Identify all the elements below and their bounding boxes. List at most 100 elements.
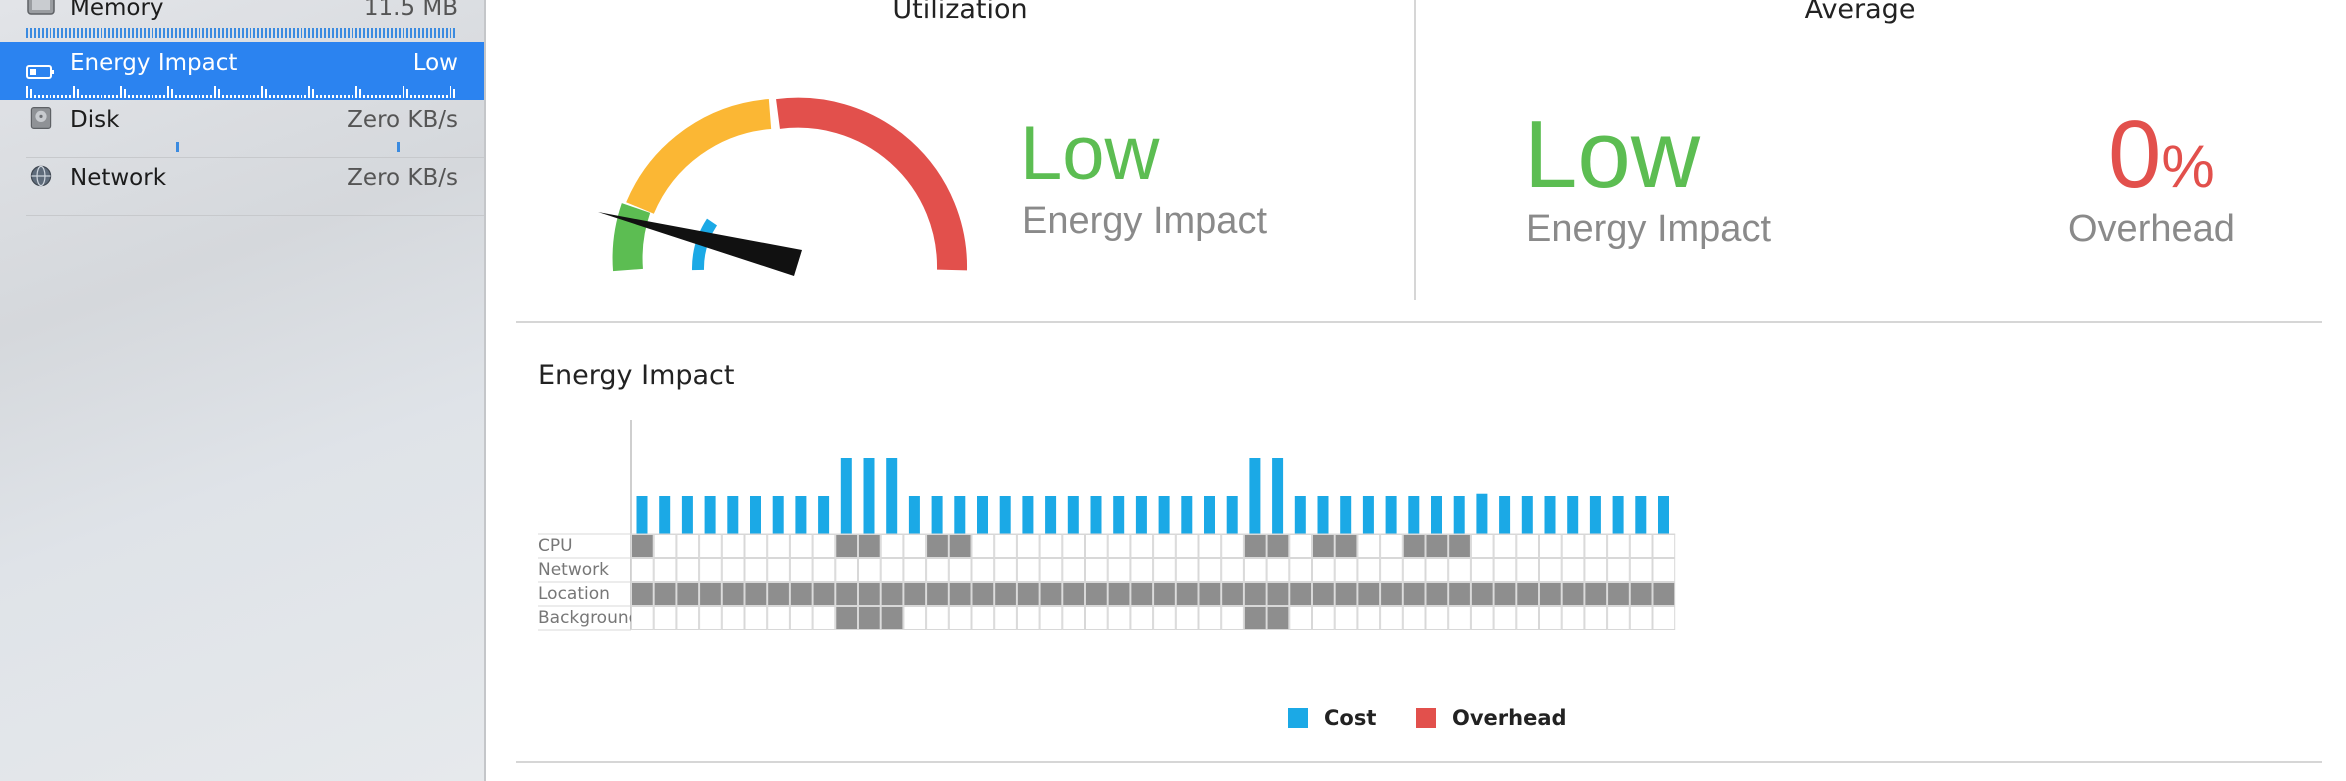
legend-item-overhead: Overhead — [1416, 706, 1567, 730]
sparkline-bar — [429, 28, 432, 38]
activity-cell — [1539, 534, 1562, 558]
energy-impact-chart: CPU Network Location Background — [538, 420, 1676, 631]
sparkline-bar — [320, 28, 323, 38]
sparkline-bar — [414, 95, 417, 98]
row-label-network: Network — [538, 560, 609, 580]
activity-cell — [1334, 582, 1358, 606]
sparkline-bar — [304, 95, 307, 98]
sparkline-bar — [441, 95, 444, 98]
sparkline-bar — [41, 28, 44, 38]
sparkline-bar — [198, 28, 201, 38]
cost-bar — [1408, 496, 1420, 534]
sparkline-bar — [171, 28, 174, 38]
activity-cell — [1380, 606, 1403, 630]
activity-cell — [1607, 606, 1630, 630]
sidebar-item-label: Energy Impact — [70, 50, 238, 76]
sparkline-bar — [327, 95, 330, 98]
sidebar-item-disk[interactable]: Disk Zero KB/s — [0, 100, 484, 158]
sparkline-bar — [410, 95, 413, 98]
sparkline-bar — [120, 86, 123, 98]
activity-cell — [1652, 558, 1676, 582]
sparkline-bar — [131, 28, 134, 38]
sparkline-bar — [73, 28, 75, 38]
cost-bar — [908, 496, 920, 534]
sparkline-bar — [445, 95, 448, 98]
sparkline-bar — [375, 28, 377, 38]
sparkline-bar — [143, 95, 146, 98]
sparkline-bar — [308, 86, 311, 98]
cost-bar — [1589, 496, 1601, 534]
activity-cell — [1357, 606, 1381, 630]
sparkline-bar — [445, 28, 448, 38]
sparkline-bar — [378, 95, 381, 98]
cost-bar — [1658, 496, 1669, 534]
sidebar-item-memory[interactable]: Memory 11.5 MB — [0, 0, 484, 46]
activity-cell — [1380, 558, 1403, 582]
sparkline-bar — [390, 28, 393, 38]
sparkline-bar — [382, 95, 385, 98]
sparkline-bar — [386, 28, 389, 38]
sparkline-bar — [53, 28, 56, 38]
sidebar-item-network[interactable]: Network Zero KB/s — [0, 158, 484, 216]
utilization-title: Utilization — [892, 0, 1028, 25]
sparkline-bar — [233, 28, 236, 38]
activity-cell — [653, 534, 677, 558]
activity-cell — [926, 606, 949, 630]
sparkline-bar — [296, 28, 299, 38]
activity-cell — [653, 582, 677, 606]
sparkline-bar — [386, 95, 389, 98]
activity-cell — [631, 582, 654, 606]
activity-cell — [676, 582, 700, 606]
sparkline-bar — [327, 28, 330, 38]
activity-cell — [1039, 606, 1063, 630]
activity-cell — [1266, 558, 1290, 582]
activity-cell — [721, 606, 745, 630]
cost-bar — [636, 496, 648, 534]
activity-cell — [1062, 582, 1085, 606]
activity-cell — [1629, 606, 1653, 630]
activity-cell — [1243, 534, 1267, 558]
sparkline-bar — [304, 28, 307, 38]
sparkline-bar — [331, 28, 334, 38]
cost-bar — [999, 496, 1011, 534]
sparkline-bar — [312, 28, 315, 38]
activity-cell — [858, 558, 881, 582]
activity-cell — [1380, 534, 1403, 558]
sparkline-bar — [355, 28, 358, 38]
sparkline-bar — [363, 28, 366, 38]
activity-cell — [903, 534, 927, 558]
sparkline-bar — [261, 86, 264, 98]
cost-bar — [840, 458, 852, 534]
activity-cell — [1175, 534, 1199, 558]
sparkline-bar — [112, 95, 115, 98]
activity-cell — [1516, 606, 1539, 630]
activity-cell — [1470, 534, 1494, 558]
sparkline-bar — [229, 95, 232, 98]
sparkline-bar — [65, 95, 68, 98]
sparkline-bar — [163, 28, 166, 38]
sparkline-bar — [375, 95, 377, 98]
sparkline-bar — [29, 89, 32, 98]
activity-cell — [1266, 606, 1290, 630]
sparkline-bar — [61, 95, 64, 98]
activity-cell — [1516, 558, 1539, 582]
activity-cell — [1039, 582, 1063, 606]
cost-bar — [886, 458, 898, 534]
sparkline-bar — [284, 95, 287, 98]
cost-bar — [659, 496, 671, 534]
sparkline-bar — [29, 28, 32, 38]
utilization-level: Low — [1020, 111, 1160, 196]
sparkline-bar — [147, 95, 150, 98]
activity-cell — [1312, 558, 1335, 582]
sparkline-bar — [292, 95, 295, 98]
activity-cell — [858, 606, 881, 630]
cost-bar — [1340, 496, 1352, 534]
activity-cell — [744, 582, 768, 606]
sparkline-bar — [202, 28, 205, 38]
sidebar-item-energy-impact[interactable]: Energy Impact Low — [0, 42, 484, 100]
sparkline-bar — [80, 28, 83, 38]
sparkline-bar — [316, 28, 319, 38]
activity-cell — [1266, 534, 1290, 558]
activity-cell — [1425, 534, 1449, 558]
sparkline-bar — [437, 28, 440, 38]
